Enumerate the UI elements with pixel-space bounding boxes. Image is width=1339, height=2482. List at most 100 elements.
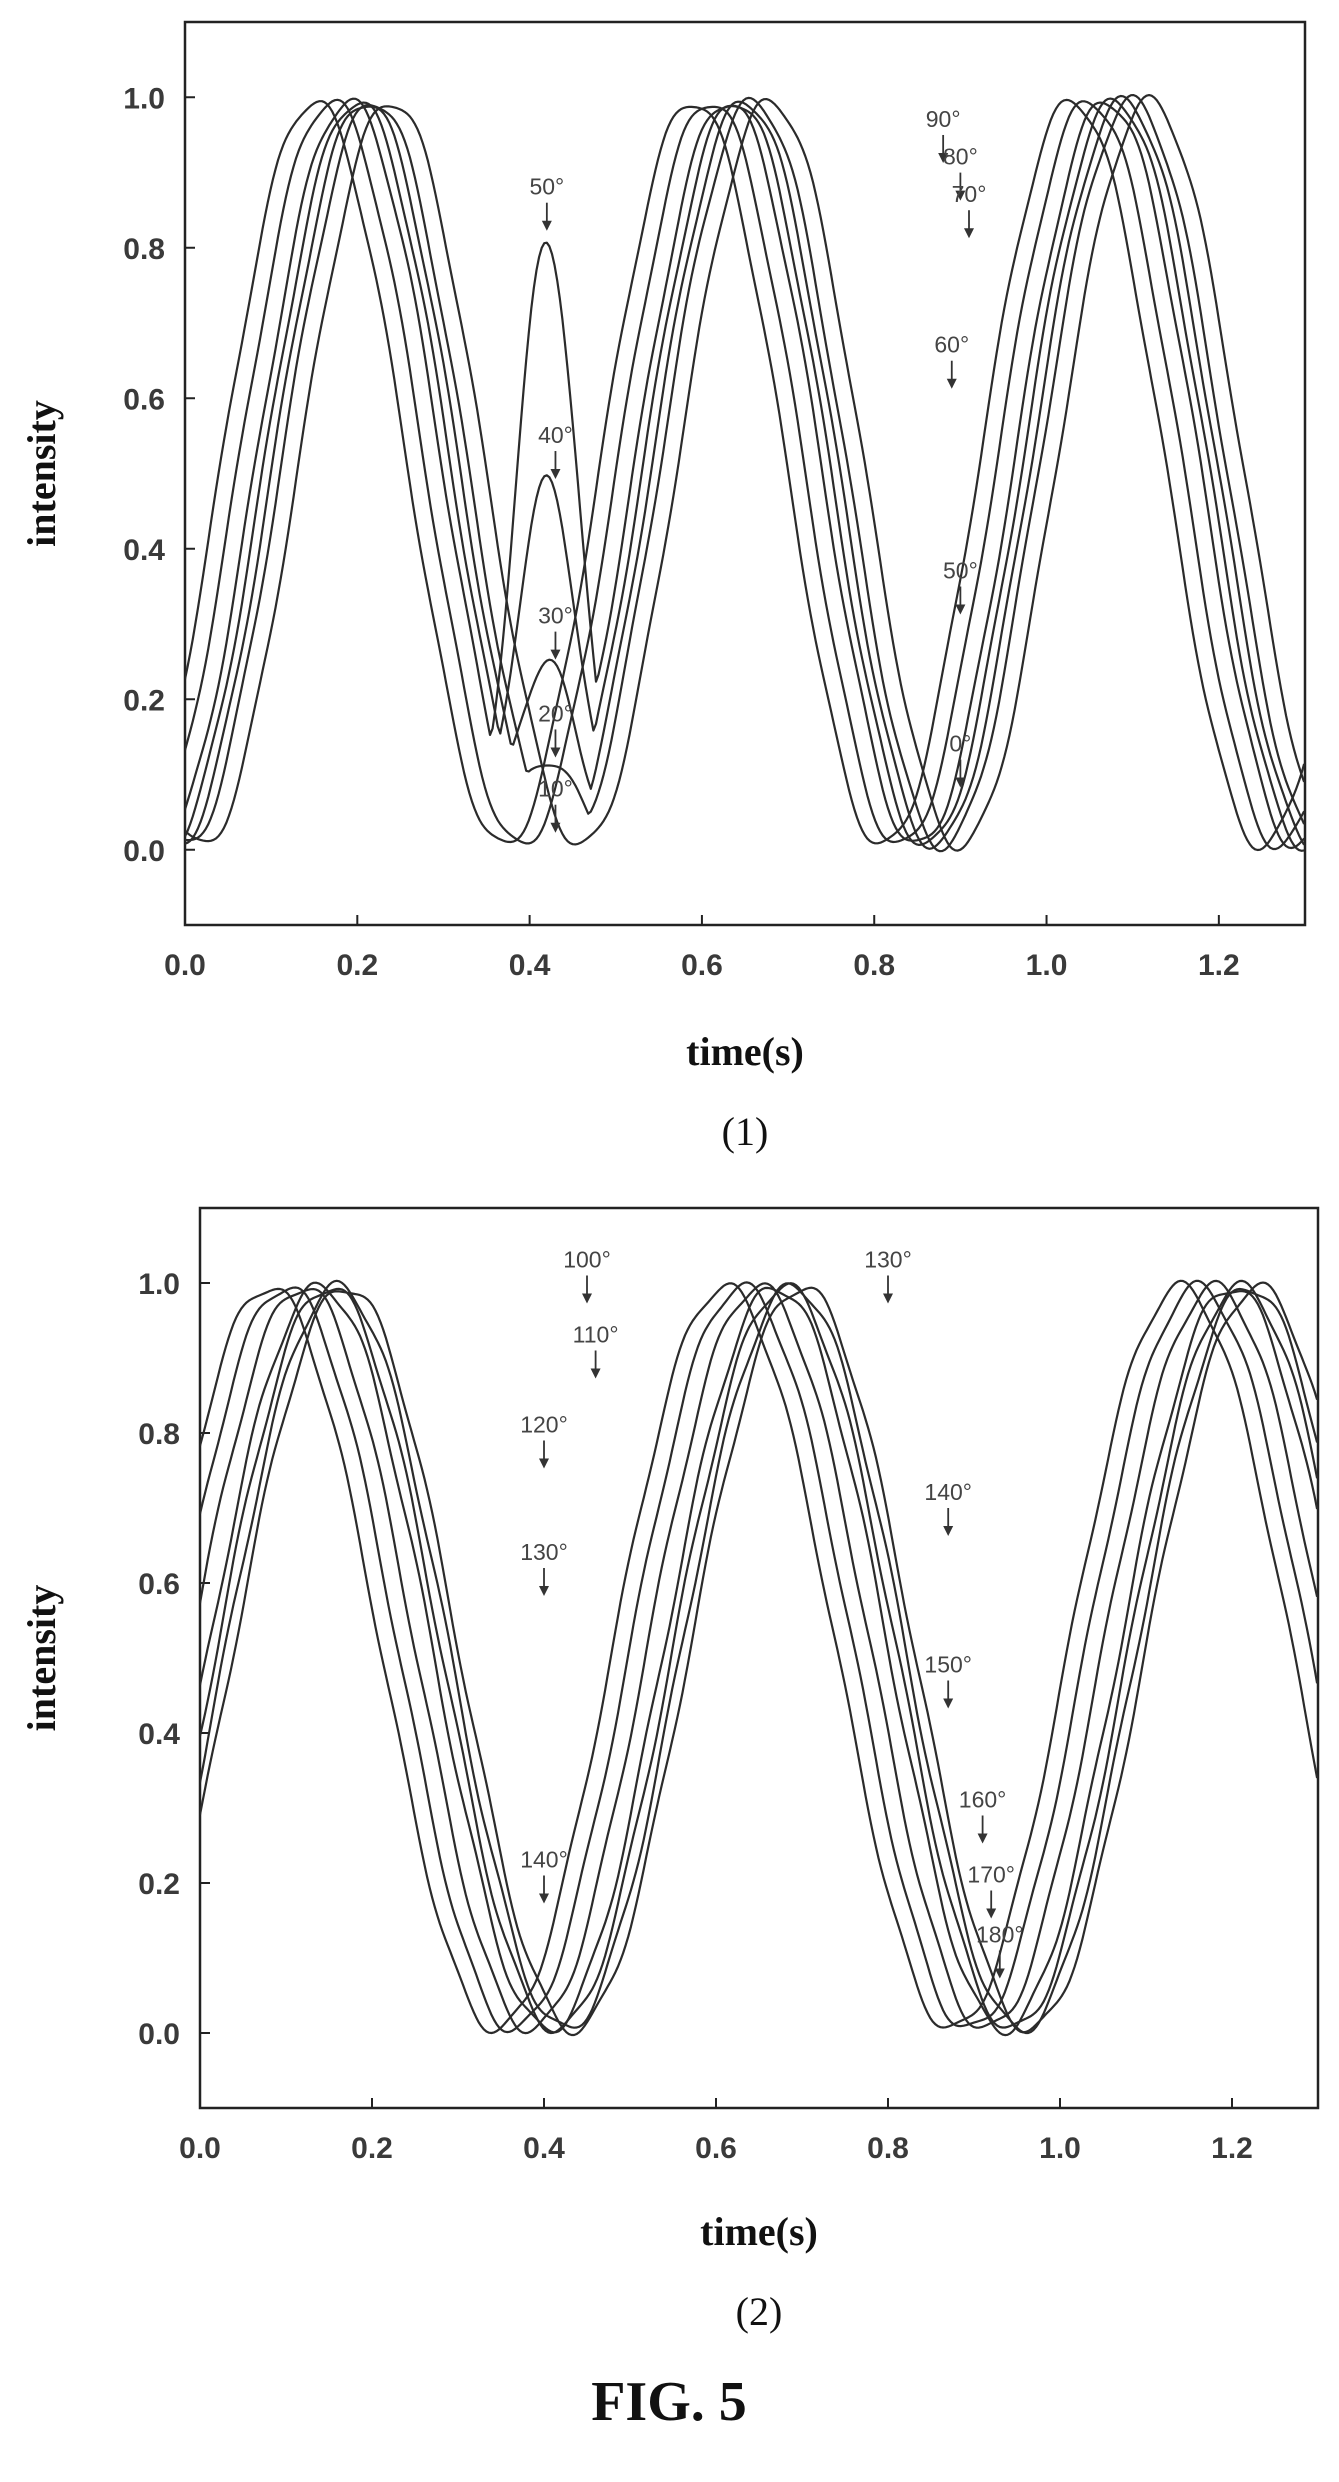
- x-tick-label: 0.4: [523, 2132, 565, 2165]
- annotation-label: 160°: [959, 1787, 1007, 1813]
- annotation-arrowhead: [938, 152, 949, 163]
- x-tick-label: 0.8: [867, 2132, 909, 2165]
- annotation-arrowhead: [539, 1893, 549, 1904]
- annotation-arrowhead: [541, 220, 552, 231]
- annotation-arrowhead: [590, 1368, 601, 1379]
- x-tick-label: 0.0: [179, 2132, 221, 2165]
- x-axis-label: time(s): [686, 1029, 804, 1074]
- x-tick-label: 0.2: [336, 949, 378, 982]
- series-line-160: [200, 1279, 1318, 2035]
- x-tick-label: 1.2: [1198, 949, 1240, 982]
- annotation-label: 80°: [943, 144, 978, 170]
- annotation-arrowhead: [946, 378, 957, 389]
- x-axis-ticks: 0.0 0.2 0.4 0.6 0.8 1.0 1.2: [179, 2098, 1253, 2165]
- y-axis-label: intensity: [19, 1585, 64, 1732]
- x-tick-label: 1.0: [1026, 949, 1068, 982]
- x-tick-label: 1.2: [1211, 2132, 1253, 2165]
- annotation-arrowhead: [550, 649, 561, 660]
- annotation-arrowhead: [986, 1908, 997, 1919]
- series-line-50: [185, 97, 1305, 850]
- annotation-arrowhead: [955, 604, 966, 615]
- y-tick-label: 0.6: [138, 1568, 180, 1601]
- annotation-label: 40°: [538, 422, 573, 448]
- x-tick-label: 0.6: [681, 949, 723, 982]
- annotation-label: 90°: [926, 106, 961, 132]
- annotation-arrowhead: [582, 1293, 592, 1304]
- annotation-label: 100°: [563, 1247, 611, 1273]
- annotation-label: 180°: [976, 1922, 1024, 1948]
- x-tick-label: 0.0: [164, 949, 206, 982]
- annotation-arrowhead: [943, 1526, 954, 1536]
- annotation-arrowhead: [955, 190, 966, 201]
- annotation-label: 50°: [529, 174, 564, 200]
- y-tick-label: 0.6: [123, 383, 165, 416]
- y-tick-label: 0.0: [123, 835, 165, 868]
- series-line-130: [200, 1279, 1318, 2035]
- annotations: 100° 110° 120° 130° 140° 130° 140° 150° 160° 170°…: [520, 1247, 1024, 1979]
- chart-panel-2: 0.0 0.2 0.4 0.6 0.8 1.0 1.2 0.0 0.2 0.4 0.6 0.8 1.0 t…: [19, 1206, 1320, 2334]
- annotation-label: 140°: [520, 1847, 568, 1873]
- annotation-label: 110°: [573, 1322, 619, 1348]
- y-tick-label: 0.4: [138, 1718, 180, 1751]
- annotation-label: 170°: [967, 1862, 1015, 1888]
- y-axis-label: intensity: [19, 400, 64, 547]
- y-axis-ticks: 0.0 0.2 0.4 0.6 0.8 1.0: [123, 82, 195, 868]
- annotation-arrowhead: [977, 1833, 988, 1844]
- y-tick-label: 1.0: [138, 1268, 180, 1301]
- annotation-label: 70°: [952, 181, 987, 207]
- series-line-40: [185, 97, 1305, 852]
- x-axis-label: time(s): [700, 2209, 818, 2254]
- plot-frame: [183, 20, 1307, 927]
- panel-label: (2): [736, 2289, 783, 2334]
- series-line-10: [185, 93, 1305, 852]
- annotation-label: 150°: [924, 1652, 972, 1678]
- annotation-arrowhead: [943, 1698, 954, 1709]
- annotation-label: 60°: [934, 332, 969, 358]
- series-line-120: [200, 1279, 1318, 2035]
- series-line-60: [185, 98, 1305, 852]
- annotation-arrowhead: [550, 747, 561, 758]
- series-line-110: [200, 1281, 1318, 2037]
- y-tick-label: 0.2: [138, 1868, 180, 1901]
- y-axis-ticks: 0.0 0.2 0.4 0.6 0.8 1.0: [138, 1268, 210, 2051]
- annotation-label: 30°: [538, 603, 573, 629]
- panel-label: (1): [722, 1109, 769, 1154]
- y-tick-label: 0.8: [138, 1418, 180, 1451]
- x-tick-label: 0.4: [509, 949, 551, 982]
- x-axis-ticks: 0.0 0.2 0.4 0.6 0.8 1.0 1.2: [164, 915, 1240, 982]
- x-tick-label: 0.8: [853, 949, 895, 982]
- y-tick-label: 0.8: [123, 233, 165, 266]
- plot-frame: [198, 1206, 1320, 2110]
- series-group: [200, 1279, 1318, 2037]
- annotation-arrowhead: [539, 1586, 549, 1596]
- annotation-label: 10°: [538, 776, 573, 802]
- series-line-150: [200, 1279, 1318, 2034]
- y-tick-label: 0.4: [123, 534, 165, 567]
- annotation-arrowhead: [964, 228, 974, 239]
- annotation-label: 120°: [520, 1412, 568, 1438]
- y-tick-label: 0.2: [123, 684, 165, 717]
- x-tick-label: 0.2: [351, 2132, 393, 2165]
- annotation-label: 130°: [520, 1539, 568, 1565]
- x-tick-label: 1.0: [1039, 2132, 1081, 2165]
- series-line-100: [200, 1279, 1318, 2035]
- series-line-0: [185, 98, 1305, 851]
- y-tick-label: 1.0: [123, 82, 165, 115]
- annotation-label: 140°: [924, 1479, 972, 1505]
- annotations: 50° 40° 30° 20° 10° 90° 80° 70° 60° 50° 0°: [529, 106, 986, 833]
- annotation-label: 130°: [864, 1247, 912, 1273]
- series-group: [185, 93, 1305, 853]
- series-line-140: [200, 1281, 1318, 2037]
- x-tick-label: 0.6: [695, 2132, 737, 2165]
- y-tick-label: 0.0: [138, 2018, 180, 2051]
- annotation-arrowhead: [883, 1293, 893, 1304]
- annotation-arrowhead: [955, 777, 966, 788]
- annotation-arrowhead: [550, 469, 561, 480]
- chart-panel-1: 0.0 0.2 0.4 0.6 0.8 1.0 1.2 0.0 0.2 0.4 0.6 0.8 1.0 t…: [19, 20, 1307, 1154]
- annotation-arrowhead: [994, 1968, 1005, 1979]
- annotation-label: 0°: [949, 731, 971, 757]
- annotation-arrowhead: [550, 822, 561, 833]
- annotation-label: 50°: [943, 557, 978, 583]
- annotation-arrowhead: [539, 1458, 549, 1469]
